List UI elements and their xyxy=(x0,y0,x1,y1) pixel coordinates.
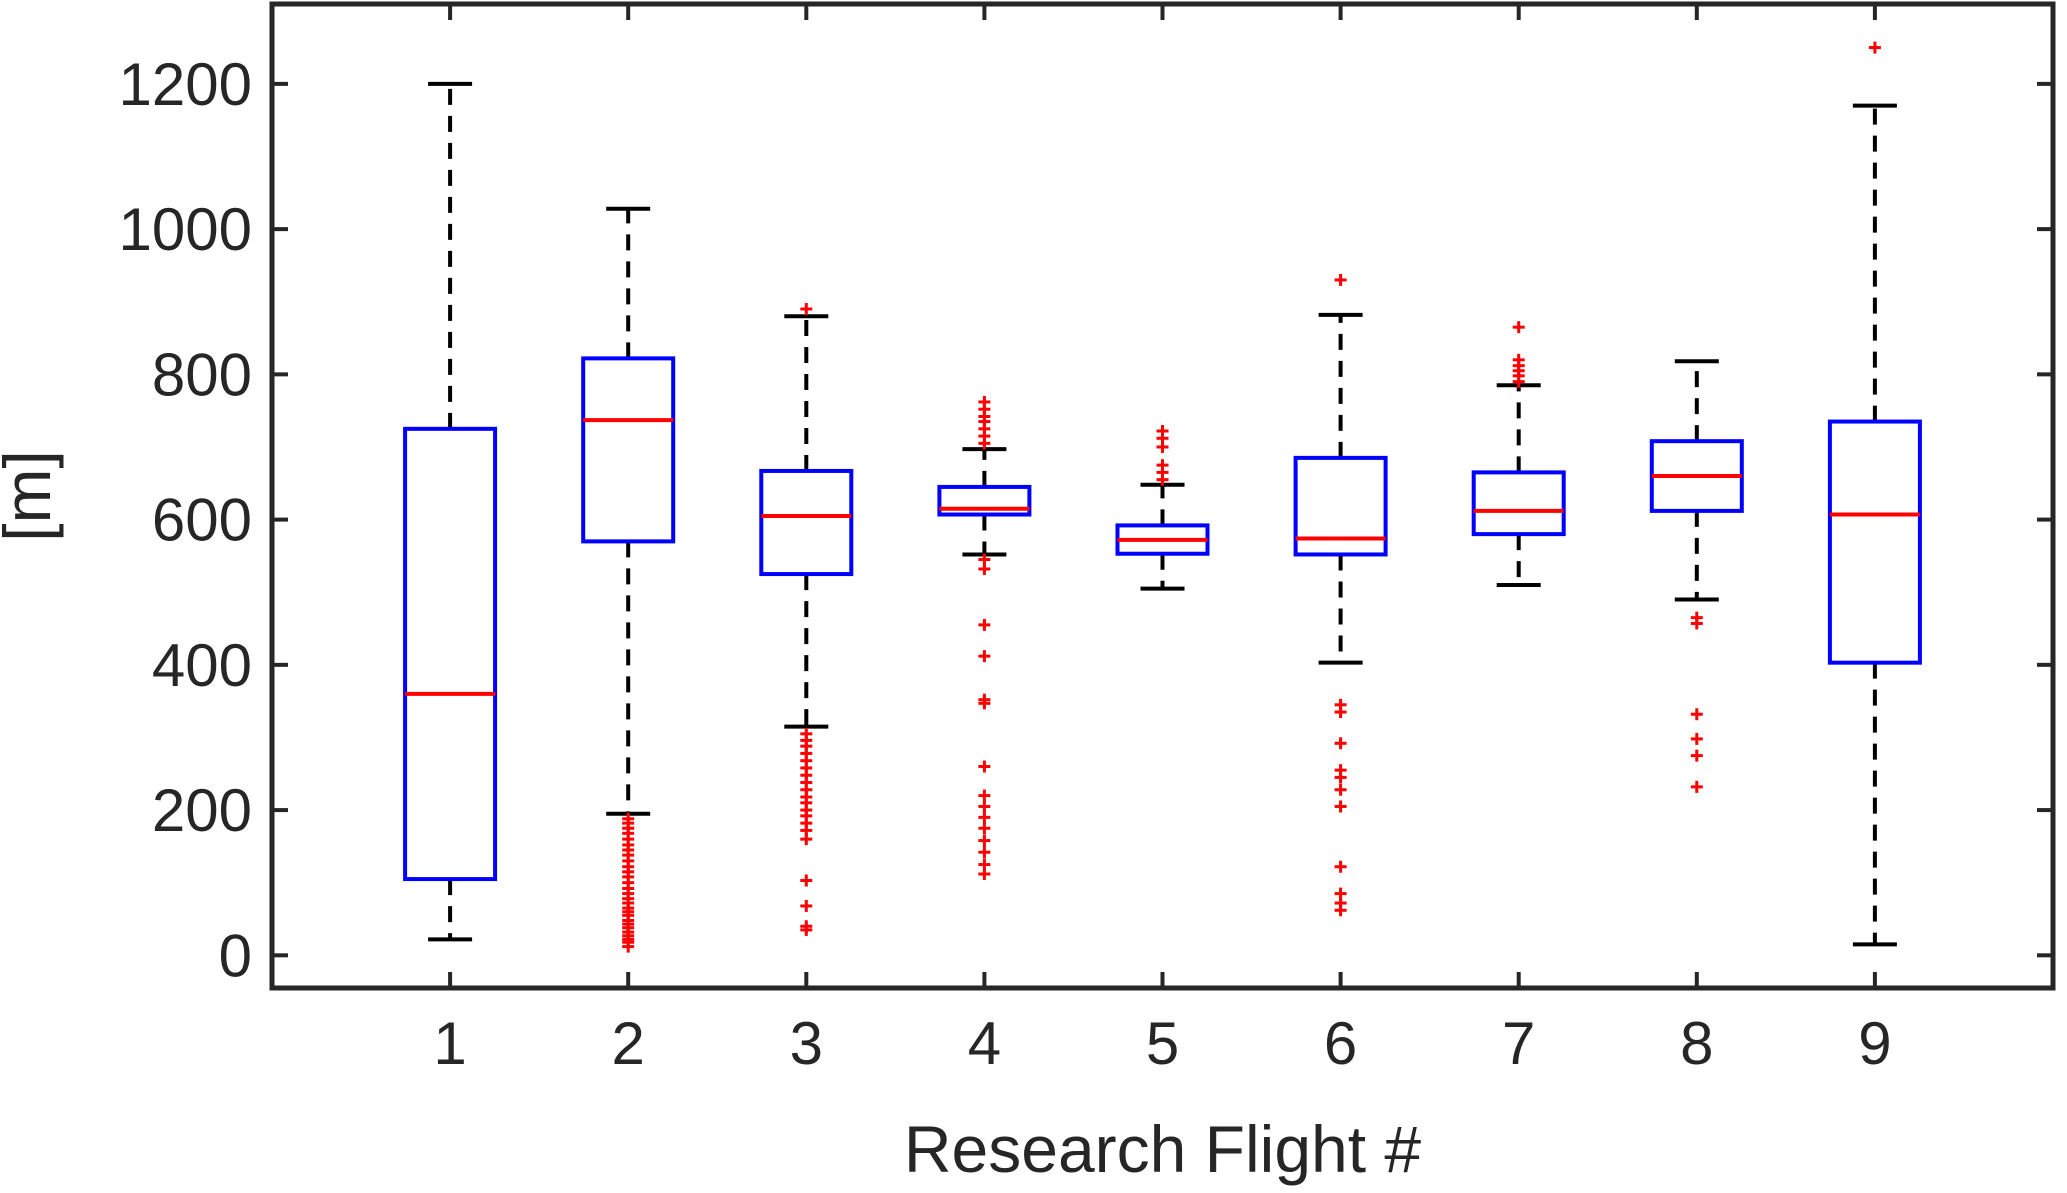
outlier-point xyxy=(800,920,813,933)
x-tick-label: 8 xyxy=(1680,1010,1713,1077)
x-tick-label: 7 xyxy=(1502,1010,1535,1077)
box-series xyxy=(403,41,1922,953)
outlier-point xyxy=(1334,698,1347,711)
outlier-point xyxy=(978,650,991,663)
y-tick-label: 800 xyxy=(152,341,252,408)
iqr-box xyxy=(937,484,1032,517)
outlier-point xyxy=(1334,764,1347,777)
outlier-point xyxy=(978,800,991,813)
outlier-point xyxy=(978,846,991,859)
outlier-point xyxy=(1690,732,1703,745)
iqr-box xyxy=(581,356,676,544)
outlier-point xyxy=(978,822,991,835)
outlier-point xyxy=(1868,41,1881,54)
box-flight-1 xyxy=(403,81,498,942)
outlier-point xyxy=(1156,425,1169,438)
y-tick-label: 600 xyxy=(152,487,252,554)
box-flight-4 xyxy=(937,395,1032,880)
iqr-box xyxy=(403,426,498,882)
outlier-point xyxy=(1690,611,1703,624)
iqr-box xyxy=(1827,419,1922,665)
box-flight-3 xyxy=(759,303,854,936)
x-tick-label: 2 xyxy=(612,1010,645,1077)
y-tick-label: 1000 xyxy=(119,196,252,263)
outlier-point xyxy=(978,834,991,847)
outlier-point xyxy=(800,899,813,912)
box-flight-6 xyxy=(1293,273,1388,917)
outlier-point xyxy=(1512,321,1525,334)
outlier-point xyxy=(1690,708,1703,721)
outlier-point xyxy=(1156,459,1169,472)
outlier-point xyxy=(978,858,991,871)
iqr-box xyxy=(1293,455,1388,557)
box-flight-8 xyxy=(1649,359,1744,793)
outlier-point xyxy=(1690,780,1703,793)
x-tick-label: 6 xyxy=(1324,1010,1357,1077)
x-axis-label: Research Flight # xyxy=(904,1112,1422,1186)
y-tick-label: 1200 xyxy=(119,51,252,118)
iqr-box xyxy=(759,468,854,577)
box-flight-7 xyxy=(1471,321,1566,587)
iqr-box xyxy=(1471,470,1566,537)
outlier-point xyxy=(978,789,991,802)
x-tick-label: 3 xyxy=(790,1010,823,1077)
x-tick-label: 4 xyxy=(968,1010,1001,1077)
outlier-point xyxy=(800,303,813,316)
x-tick-label: 9 xyxy=(1858,1010,1891,1077)
outlier-point xyxy=(1690,749,1703,762)
box-flight-9 xyxy=(1827,41,1922,947)
outlier-point xyxy=(1334,860,1347,873)
box-flight-2 xyxy=(581,206,676,953)
y-axis-ticks: 0 200 400 600 800 1000 1200 xyxy=(119,51,2053,989)
outlier-point xyxy=(1334,887,1347,900)
x-axis-ticks: 1 2 3 4 5 6 7 8 9 xyxy=(433,4,1892,1077)
y-tick-label: 0 xyxy=(219,922,252,989)
y-axis-label: [m] xyxy=(0,450,64,542)
outlier-point xyxy=(1334,737,1347,750)
outlier-point xyxy=(1512,353,1525,366)
box-flight-5 xyxy=(1115,425,1210,591)
outlier-point xyxy=(622,812,635,825)
y-tick-label: 200 xyxy=(152,777,252,844)
outlier-point xyxy=(978,553,991,566)
outlier-point xyxy=(800,874,813,887)
outlier-point xyxy=(1334,783,1347,796)
outlier-point xyxy=(978,760,991,773)
outlier-point xyxy=(1334,800,1347,813)
x-tick-label: 5 xyxy=(1146,1010,1179,1077)
axes-frame xyxy=(269,1,2056,991)
outlier-point xyxy=(1334,273,1347,286)
outlier-point xyxy=(978,395,991,408)
x-tick-label: 1 xyxy=(433,1010,466,1077)
outlier-point xyxy=(978,618,991,631)
outlier-point xyxy=(978,693,991,706)
outlier-point xyxy=(978,811,991,824)
outlier-point xyxy=(800,727,813,740)
y-tick-label: 400 xyxy=(152,632,252,699)
